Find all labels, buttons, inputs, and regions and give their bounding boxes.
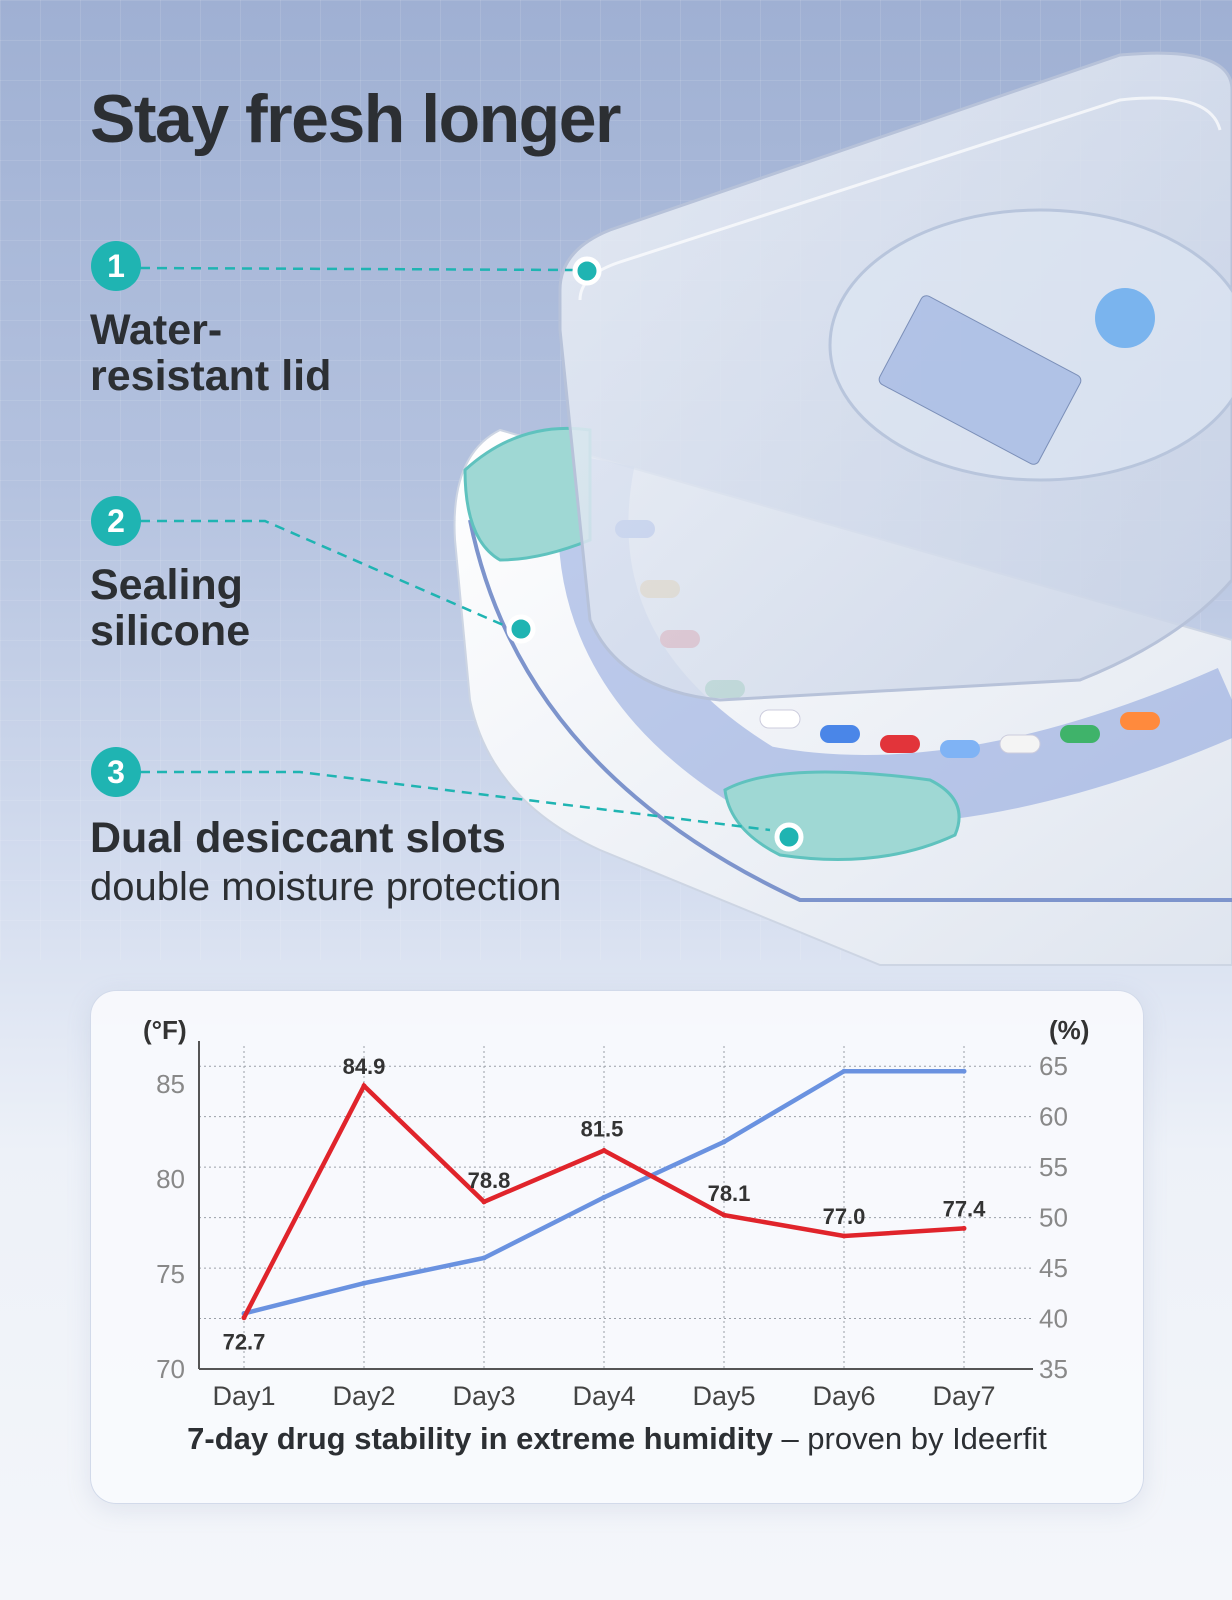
y-right-tick-label: 40	[1039, 1304, 1068, 1334]
desiccant-marker-dot	[774, 822, 804, 852]
feature-1-line1: Water-	[90, 306, 223, 354]
humidity-point	[841, 1068, 847, 1074]
temperature-data-label: 72.7	[223, 1330, 266, 1355]
humidity-point	[721, 1139, 727, 1145]
temperature-data-label: 84.9	[343, 1054, 386, 1079]
y-left-tick-label: 75	[156, 1259, 185, 1289]
page-title: Stay fresh longer	[90, 81, 622, 157]
x-tick-label: Day5	[692, 1381, 755, 1411]
y-right-tick-label: 50	[1039, 1203, 1068, 1233]
y-left-tick-label: 85	[156, 1069, 185, 1099]
temperature-point	[721, 1212, 727, 1218]
feature-2-line2: silicone	[90, 607, 251, 655]
temperature-humidity-chart: 70 75 80 85 35 40 45 50 55 60 65 (°F) (%) Day1 Day2 Day…	[143, 1015, 1089, 1411]
x-tick-label: Day7	[932, 1381, 995, 1411]
humidity-point	[601, 1194, 607, 1200]
temperature-data-label: 78.8	[468, 1168, 511, 1193]
feature-number-3: 3	[91, 747, 141, 797]
x-tick-label: Day2	[332, 1381, 395, 1411]
feature-number-1: 1	[91, 241, 141, 291]
y-right-tick-label: 65	[1039, 1051, 1068, 1081]
leader-lines	[139, 256, 804, 852]
x-tick-label: Day1	[212, 1381, 275, 1411]
temperature-data-label: 77.4	[943, 1196, 987, 1221]
temperature-point	[961, 1225, 967, 1231]
y-right-unit: (%)	[1049, 1015, 1089, 1045]
temperature-point	[241, 1315, 247, 1321]
feature-1-line2: resistant lid	[90, 352, 332, 400]
lid-marker-dot	[572, 256, 602, 286]
lid-dial	[828, 208, 1232, 482]
feature-2-line1: Sealing	[90, 561, 243, 609]
y-right-tick-label: 45	[1039, 1253, 1068, 1283]
temperature-point	[481, 1199, 487, 1205]
humidity-point	[481, 1255, 487, 1261]
chart-caption: 7-day drug stability in extreme humidity…	[91, 1421, 1143, 1457]
temperature-point	[841, 1233, 847, 1239]
y-left-tick-label: 70	[156, 1354, 185, 1384]
y-left-unit: (°F)	[143, 1015, 187, 1045]
desiccant-slot-top	[463, 426, 592, 562]
feature-number-2: 2	[91, 496, 141, 546]
chart-caption-rest: – proven by Ideerfit	[772, 1421, 1047, 1456]
humidity-point	[361, 1280, 367, 1286]
y-right-tick-label: 35	[1039, 1354, 1068, 1384]
feature-3-title: Dual desiccant slots	[90, 814, 506, 862]
temperature-point	[601, 1148, 607, 1153]
feature-3-subtitle: double moisture protection	[90, 865, 562, 909]
pill-organizer-illustration	[453, 51, 1232, 966]
x-tick-label: Day6	[812, 1381, 875, 1411]
temperature-data-label: 78.1	[708, 1181, 751, 1206]
y-right-tick-label: 55	[1039, 1152, 1068, 1182]
lid-button	[1095, 288, 1155, 348]
y-right-tick-label: 60	[1039, 1102, 1068, 1132]
x-tick-label: Day4	[572, 1381, 635, 1411]
silicone-marker-dot	[506, 614, 536, 644]
humidity-point	[961, 1068, 967, 1074]
chart-caption-bold: 7-day drug stability in extreme humidity	[187, 1421, 773, 1456]
x-tick-label: Day3	[452, 1381, 515, 1411]
y-left-tick-label: 80	[156, 1164, 185, 1194]
chart-card: 70 75 80 85 35 40 45 50 55 60 65 (°F) (%) Day1 Day2 Day…	[90, 990, 1144, 1504]
temperature-data-label: 77.0	[823, 1204, 866, 1229]
temperature-data-label: 81.5	[581, 1117, 624, 1142]
feature-1-label: Water- resistant lid	[90, 307, 490, 399]
temperature-point	[361, 1083, 367, 1089]
feature-2-label: Sealing silicone	[90, 562, 490, 654]
